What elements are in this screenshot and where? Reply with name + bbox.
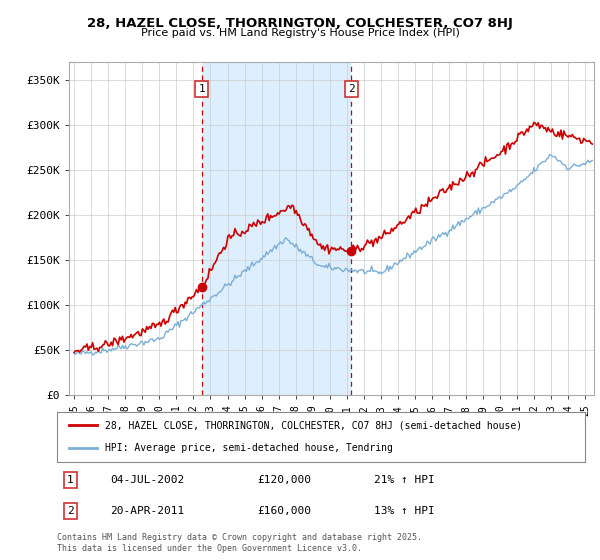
- Text: 2: 2: [67, 506, 74, 516]
- Text: £160,000: £160,000: [257, 506, 311, 516]
- Text: Price paid vs. HM Land Registry's House Price Index (HPI): Price paid vs. HM Land Registry's House …: [140, 28, 460, 38]
- Text: 20-APR-2011: 20-APR-2011: [110, 506, 184, 516]
- Text: HPI: Average price, semi-detached house, Tendring: HPI: Average price, semi-detached house,…: [104, 444, 392, 454]
- Text: 28, HAZEL CLOSE, THORRINGTON, COLCHESTER, CO7 8HJ: 28, HAZEL CLOSE, THORRINGTON, COLCHESTER…: [87, 17, 513, 30]
- Text: £120,000: £120,000: [257, 475, 311, 486]
- Text: 21% ↑ HPI: 21% ↑ HPI: [374, 475, 434, 486]
- Text: 1: 1: [199, 83, 205, 94]
- Text: 04-JUL-2002: 04-JUL-2002: [110, 475, 184, 486]
- Text: 1: 1: [67, 475, 74, 486]
- Bar: [202, 62, 351, 395]
- Text: 13% ↑ HPI: 13% ↑ HPI: [374, 506, 434, 516]
- Text: 28, HAZEL CLOSE, THORRINGTON, COLCHESTER, CO7 8HJ (semi-detached house): 28, HAZEL CLOSE, THORRINGTON, COLCHESTER…: [104, 420, 521, 430]
- Text: Contains HM Land Registry data © Crown copyright and database right 2025.
This d: Contains HM Land Registry data © Crown c…: [57, 533, 422, 553]
- Text: 2: 2: [348, 83, 355, 94]
